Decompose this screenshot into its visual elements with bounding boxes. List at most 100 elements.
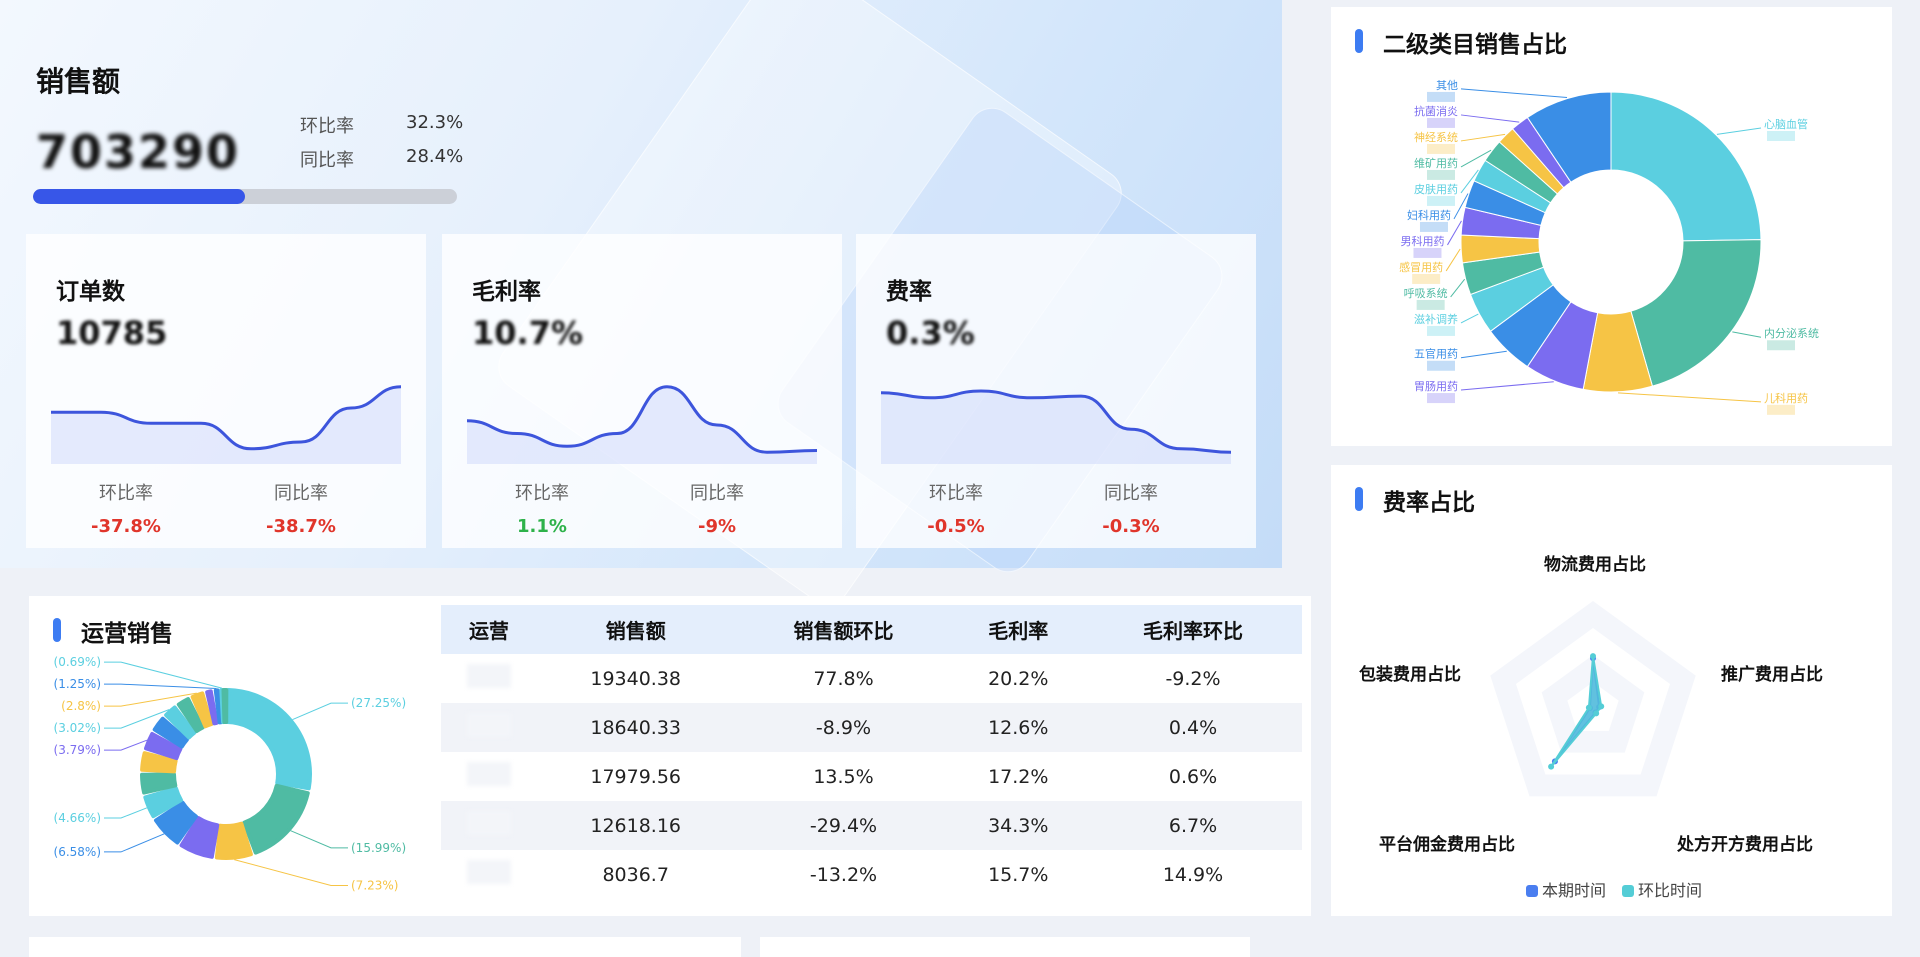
slice-label: (2.8%) bbox=[61, 699, 101, 713]
donut-slice[interactable] bbox=[225, 688, 312, 791]
radar-point bbox=[1548, 763, 1555, 770]
column-header[interactable]: 销售额 bbox=[536, 605, 735, 654]
radar-legend: 本期时间 环比时间 bbox=[1526, 877, 1702, 901]
obscured-percent bbox=[1427, 325, 1455, 336]
obscured-percent bbox=[1767, 130, 1795, 141]
operator-cell bbox=[441, 850, 537, 899]
label-line bbox=[1450, 278, 1466, 298]
table-cell: 15.7% bbox=[988, 863, 1049, 886]
donut-slice[interactable] bbox=[153, 800, 198, 845]
column-header[interactable]: 销售额环比 bbox=[734, 605, 953, 654]
table-cell: 13.5% bbox=[813, 765, 874, 788]
sparkline-line bbox=[51, 385, 401, 451]
donut-slice[interactable] bbox=[190, 691, 214, 729]
label-line bbox=[1618, 392, 1762, 403]
donut-slice[interactable] bbox=[1610, 91, 1762, 242]
obscured-percent bbox=[1767, 404, 1795, 415]
donut-slice[interactable] bbox=[164, 705, 197, 740]
kpi-mom-value: -37.8% bbox=[91, 516, 161, 537]
donut-slice[interactable] bbox=[1526, 91, 1612, 183]
obscured-percent bbox=[1427, 117, 1455, 128]
obscured-percent bbox=[1427, 91, 1455, 102]
slice-label: (1.25%) bbox=[54, 677, 101, 691]
donut-slice[interactable] bbox=[213, 688, 223, 725]
legend-previous[interactable]: 环比时间 bbox=[1622, 877, 1702, 901]
radar-series[interactable] bbox=[1550, 655, 1603, 768]
label-line bbox=[292, 702, 348, 721]
donut-slice[interactable] bbox=[143, 786, 184, 819]
donut-slice[interactable] bbox=[242, 783, 310, 855]
category-label: 感冒用药 bbox=[1399, 261, 1443, 274]
donut-slice[interactable] bbox=[1630, 239, 1762, 387]
donut-slice[interactable] bbox=[140, 772, 178, 795]
label-line bbox=[1460, 114, 1520, 123]
sparkline-area bbox=[51, 386, 401, 464]
table-cell: 19340.38 bbox=[590, 667, 682, 690]
sales-progress-fill bbox=[33, 189, 245, 204]
obscured-percent bbox=[1767, 340, 1795, 351]
slice-label: (4.66%) bbox=[54, 811, 101, 825]
kpi-mom-label: 环比率 bbox=[929, 483, 983, 504]
donut-slice[interactable] bbox=[205, 689, 219, 726]
kpi-yoy-label: 同比率 bbox=[690, 483, 744, 504]
obscured-percent bbox=[1413, 247, 1442, 258]
column-header[interactable]: 毛利率 bbox=[952, 605, 1085, 654]
label-line bbox=[1716, 127, 1762, 135]
table-cell: 12618.16 bbox=[536, 801, 735, 850]
radar-axis-label: 物流费用占比 bbox=[1544, 555, 1646, 575]
donut-slice[interactable] bbox=[221, 688, 229, 725]
slice-label: (0.69%) bbox=[54, 655, 101, 669]
obscured-percent bbox=[1427, 195, 1455, 206]
category-label: 内分泌系统 bbox=[1764, 326, 1819, 340]
sales-progress-bar bbox=[33, 189, 457, 204]
table-row[interactable]: 17979.56 13.5% 17.2% 0.6% bbox=[441, 752, 1302, 801]
legend-current[interactable]: 本期时间 bbox=[1526, 877, 1606, 901]
kpi-title: 毛利率 bbox=[472, 279, 541, 305]
table-cell: -29.4% bbox=[734, 801, 953, 850]
donut-slice[interactable] bbox=[214, 821, 253, 860]
label-line bbox=[1447, 220, 1462, 246]
kpi-yoy-label: 同比率 bbox=[1104, 483, 1158, 504]
radar-point bbox=[1585, 704, 1592, 711]
label-line bbox=[104, 739, 148, 751]
label-line bbox=[104, 683, 217, 690]
ops-sales-panel: 运营销售 (0.69%) (1.25%) (2.8%) (3.02%) (3.79%)(… bbox=[29, 596, 1311, 916]
kpi-title: 订单数 bbox=[56, 279, 125, 305]
obscured-percent bbox=[1427, 169, 1455, 180]
kpi-mom-value: -0.5% bbox=[927, 516, 985, 537]
table-cell: 34.3% bbox=[952, 801, 1085, 850]
category-label: 男科用药 bbox=[1400, 234, 1444, 248]
kpi-value: 10.7% bbox=[472, 314, 584, 352]
donut-slice[interactable] bbox=[144, 731, 183, 761]
donut-slice[interactable] bbox=[179, 816, 220, 859]
operator-cell bbox=[441, 703, 537, 752]
kpi-sparkline bbox=[51, 385, 401, 464]
radar-point bbox=[1590, 653, 1596, 660]
label-line bbox=[290, 830, 348, 849]
obscured-percent bbox=[1427, 360, 1455, 371]
kpi-title: 费率 bbox=[886, 279, 932, 305]
table-cell: 20.2% bbox=[988, 667, 1049, 690]
kpi-card: 订单数 10785 环比率 同比率 -37.8% -38.7% bbox=[26, 234, 426, 548]
donut-slice[interactable] bbox=[176, 697, 205, 733]
table-row[interactable]: 18640.33 -8.9% 12.6% 0.4% bbox=[441, 703, 1302, 752]
donut-slice[interactable] bbox=[152, 716, 189, 749]
sparkline-line bbox=[467, 385, 817, 454]
ops-title: 运营销售 bbox=[53, 614, 173, 648]
obscured-percent bbox=[1427, 143, 1455, 154]
radar-point bbox=[1598, 703, 1605, 710]
kpi-sparkline bbox=[881, 389, 1231, 464]
fee-title: 费率占比 bbox=[1355, 483, 1475, 517]
column-header[interactable]: 毛利率环比 bbox=[1084, 605, 1302, 654]
kpi-yoy-label: 同比率 bbox=[274, 483, 328, 504]
table-cell: 6.7% bbox=[1084, 801, 1302, 850]
table-row[interactable]: 8036.7 -13.2% 15.7% 14.9% bbox=[441, 850, 1302, 899]
table-row[interactable]: 19340.38 77.8% 20.2% -9.2% bbox=[441, 654, 1302, 703]
slice-label: (3.79%) bbox=[54, 743, 101, 757]
column-header[interactable]: 运营 bbox=[441, 605, 537, 654]
obscured-percent bbox=[1419, 221, 1448, 232]
donut-slice[interactable] bbox=[140, 751, 178, 774]
sales-overview-panel: 销售额 703290 环比率 32.3% 同比率 28.4% 订单数 10785 环… bbox=[0, 0, 1282, 614]
table-row[interactable]: 12618.16 -29.4% 34.3% 6.7% bbox=[441, 801, 1302, 850]
fee-radar-chart bbox=[1490, 601, 1696, 797]
